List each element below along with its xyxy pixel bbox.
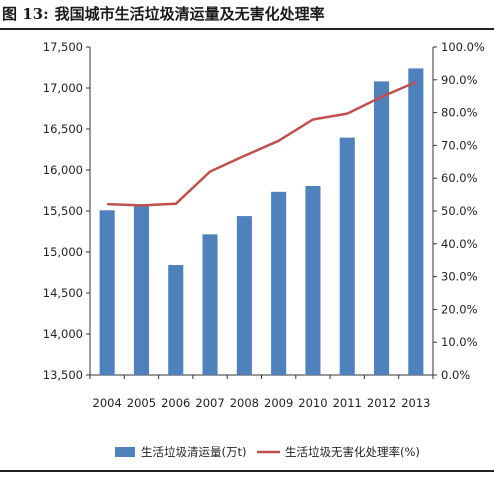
right-tick-label: 40.0% xyxy=(441,237,478,251)
x-tick-label: 2011 xyxy=(333,396,362,410)
bar xyxy=(339,137,355,375)
x-tick-label: 2013 xyxy=(401,396,430,410)
bar xyxy=(133,204,149,375)
bar xyxy=(168,265,184,375)
bar xyxy=(305,185,321,375)
legend-swatch-bar xyxy=(115,447,135,457)
x-tick-label: 2007 xyxy=(195,396,224,410)
left-tick-label: 16,000 xyxy=(43,163,83,177)
left-tick-label: 15,000 xyxy=(43,245,83,259)
top-rule xyxy=(0,28,494,30)
right-tick-label: 30.0% xyxy=(441,270,478,284)
right-tick-label: 50.0% xyxy=(441,204,478,218)
bar xyxy=(236,216,252,375)
figure-title-text: 我国城市生活垃圾清运量及无害化处理率 xyxy=(54,5,325,23)
bar xyxy=(99,210,115,375)
left-tick-label: 13,500 xyxy=(43,368,83,382)
bar xyxy=(374,81,390,375)
right-tick-label: 100.0% xyxy=(441,40,485,54)
right-tick-label: 10.0% xyxy=(441,335,478,349)
left-tick-label: 14,500 xyxy=(43,286,83,300)
rate-line xyxy=(107,80,417,207)
x-tick-label: 2012 xyxy=(367,396,396,410)
right-tick-label: 20.0% xyxy=(441,302,478,316)
left-tick-label: 14,000 xyxy=(43,327,83,341)
bar xyxy=(202,234,218,375)
left-tick-label: 15,500 xyxy=(43,204,83,218)
left-tick-label: 16,500 xyxy=(43,122,83,136)
right-tick-label: 80.0% xyxy=(441,106,478,120)
left-tick-label: 17,000 xyxy=(43,81,83,95)
x-tick-label: 2006 xyxy=(161,396,190,410)
x-tick-label: 2005 xyxy=(127,396,156,410)
bottom-rule xyxy=(0,470,494,472)
right-tick-label: 70.0% xyxy=(441,138,478,152)
bar xyxy=(408,68,424,375)
legend-label-line: 生活垃圾无害化处理率(%) xyxy=(285,445,420,459)
x-tick-label: 2004 xyxy=(93,396,122,410)
figure-title: 图 13: 我国城市生活垃圾清运量及无害化处理率 xyxy=(2,2,331,26)
x-tick-label: 2010 xyxy=(298,396,327,410)
x-tick-label: 2009 xyxy=(264,396,293,410)
legend-label-bar: 生活垃圾清运量(万t) xyxy=(141,445,246,459)
right-tick-label: 90.0% xyxy=(441,73,478,87)
left-tick-label: 17,500 xyxy=(43,40,83,54)
x-tick-label: 2008 xyxy=(230,396,259,410)
bar xyxy=(271,191,287,375)
figure-label: 图 13: xyxy=(2,5,49,23)
right-tick-label: 0.0% xyxy=(441,368,470,382)
right-tick-label: 60.0% xyxy=(441,171,478,185)
